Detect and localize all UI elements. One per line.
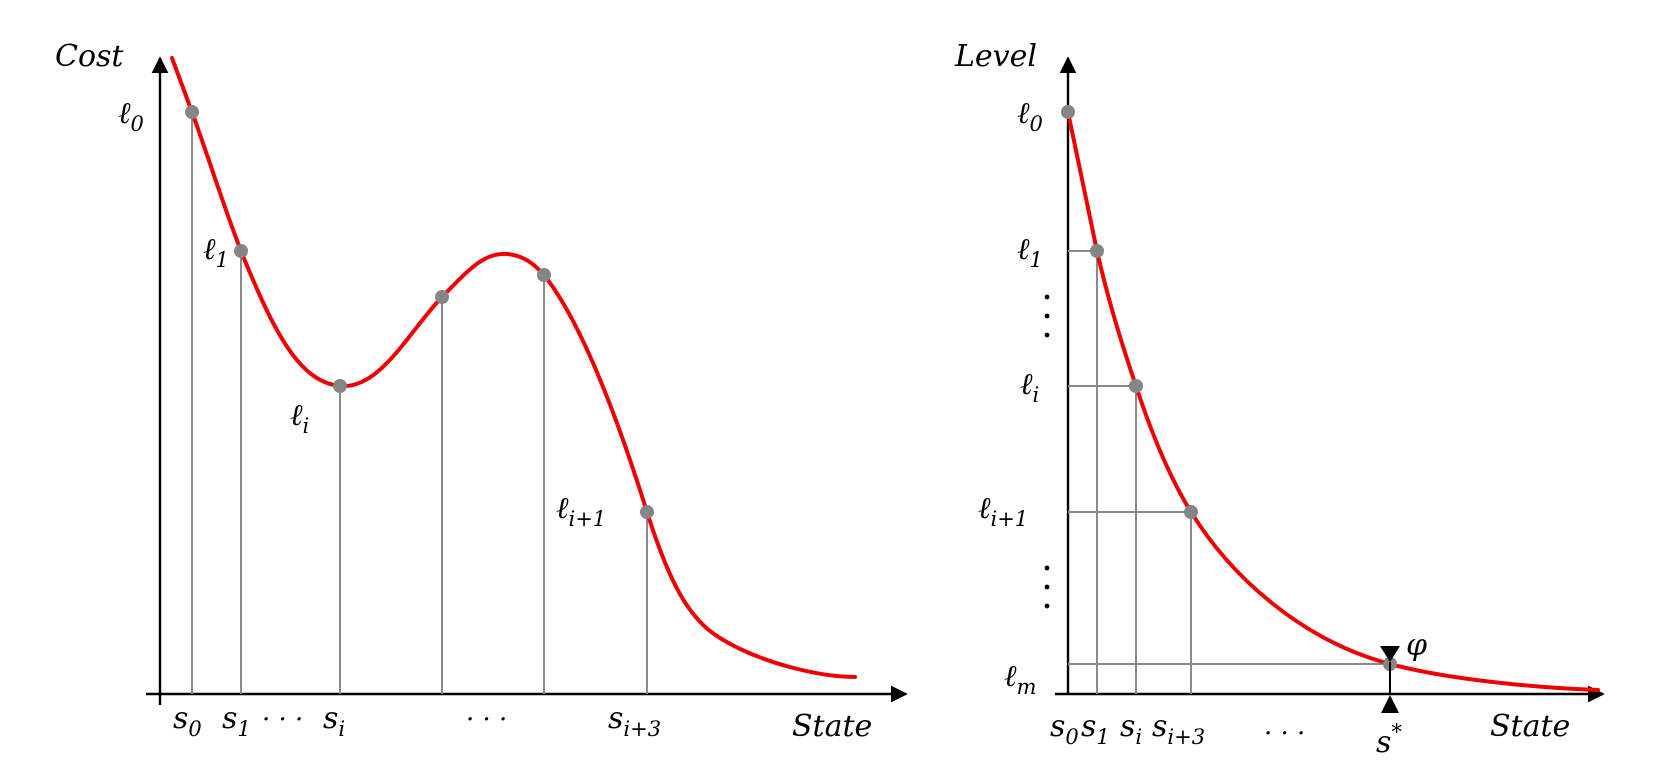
tolerance-marker xyxy=(1380,646,1400,713)
left-cost-curve xyxy=(170,56,857,679)
left-point-l1 xyxy=(234,244,248,258)
right-state-label-0: s0 xyxy=(1050,709,1079,749)
tolerance-symbol: φ xyxy=(1406,628,1427,663)
left-ellipsis-middle: · · · xyxy=(466,705,507,735)
right-y-axis-label: Level xyxy=(954,39,1037,74)
right-ellipsis-x: · · · xyxy=(1264,719,1305,749)
right-state-label-1: s1 xyxy=(1081,709,1110,749)
right-level-curve xyxy=(1066,110,1600,692)
tolerance-bottom-arrow xyxy=(1381,695,1399,713)
left-state-label-i3: si+3 xyxy=(608,701,661,741)
right-vertical-ellipsis-lower xyxy=(1044,565,1050,609)
right-state-label-i3: si+3 xyxy=(1152,709,1205,749)
right-point-li1 xyxy=(1184,505,1198,519)
left-y-axis-label: Cost xyxy=(55,39,124,74)
right-level-label-m: ℓm xyxy=(1004,659,1036,699)
right-level-label-i1: ℓi+1 xyxy=(978,491,1028,531)
right-state-label-i: si xyxy=(1120,709,1142,749)
right-vertical-ellipsis-upper xyxy=(1044,294,1050,338)
left-panel: Cost State ℓ0 ℓ1 ℓi ℓi+1 s0 s1 · · · si … xyxy=(55,39,908,744)
left-level-label-0: ℓ0 xyxy=(118,96,144,136)
left-point-li1 xyxy=(640,505,654,519)
left-point-l0 xyxy=(185,105,199,119)
target-state-label: s* xyxy=(1376,720,1402,760)
right-point-l0 xyxy=(1061,105,1075,119)
tolerance-top-arrow xyxy=(1380,646,1400,662)
right-point-li xyxy=(1129,379,1143,393)
left-level-label-1: ℓ1 xyxy=(203,232,229,272)
left-point-5 xyxy=(537,268,551,282)
left-level-label-i: ℓi xyxy=(290,398,309,438)
left-point-li xyxy=(333,379,347,393)
left-point-4 xyxy=(435,290,449,304)
left-state-label-1: s1 xyxy=(222,701,251,741)
right-point-l1 xyxy=(1090,244,1104,258)
right-level-label-0: ℓ0 xyxy=(1017,96,1043,136)
left-state-label-i: si xyxy=(323,701,345,741)
right-level-label-i: ℓi xyxy=(1020,367,1039,407)
left-level-label-i1: ℓi+1 xyxy=(556,491,606,531)
right-level-label-1: ℓ1 xyxy=(1017,232,1043,272)
right-x-axis-label: State xyxy=(1490,709,1570,744)
right-panel: φ Level State ℓ0 ℓ1 ℓi ℓi+1 ℓm s0 s1 si … xyxy=(954,39,1605,760)
left-ellipsis-between: · · · xyxy=(262,705,303,735)
left-state-label-0: s0 xyxy=(173,701,202,741)
left-x-axis-label: State xyxy=(792,709,872,744)
